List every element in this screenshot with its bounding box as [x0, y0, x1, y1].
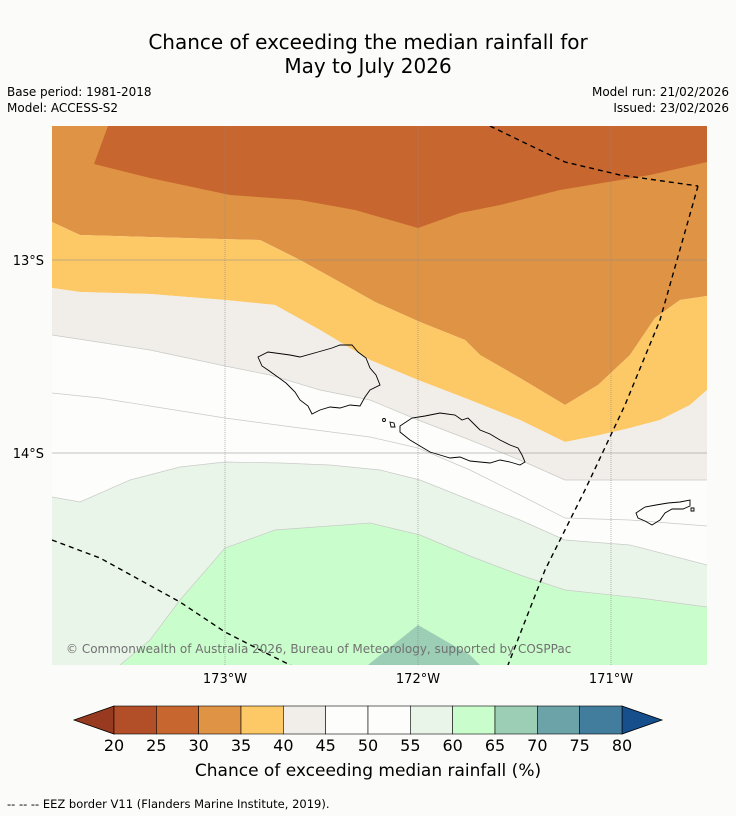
graticule [52, 126, 707, 665]
aunuu-islet [690, 507, 695, 512]
colorbar-extend-high [621, 705, 664, 735]
band-30-35 [52, 126, 707, 405]
colorbar-extend-low [72, 705, 115, 735]
colorbar-bin [283, 705, 326, 735]
copyright-notice: © Commonwealth of Australia 2026, Bureau… [66, 642, 571, 656]
lon-label-172w: 172°W [396, 672, 440, 687]
apolima-islet [382, 418, 386, 422]
upolu-island [399, 412, 526, 466]
colorbar-tick-label: 35 [231, 736, 251, 755]
axis-labels: 13°S 14°S 173°W 172°W 171°W [13, 254, 634, 687]
colorbar-bin [579, 705, 623, 735]
chart-title: Chance of exceeding the median rainfall … [0, 30, 736, 78]
colorbar-bin [452, 705, 496, 735]
model-name: Model: ACCESS-S2 [7, 101, 119, 115]
colorbar-bin [113, 705, 157, 735]
colorbar-tick-label: 50 [358, 736, 378, 755]
band-60-65 [120, 523, 707, 665]
colorbar-bin [198, 705, 242, 735]
colorbar-bin [537, 705, 580, 735]
eez-border-north [489, 126, 699, 187]
colorbar-bin [367, 705, 411, 735]
contour-line [52, 334, 707, 481]
base-period: Base period: 1981-2018 [7, 85, 152, 99]
islands [257, 344, 695, 526]
manono-islet [389, 421, 396, 428]
colorbar-tick-label: 75 [569, 736, 589, 755]
band-35-40 [52, 222, 707, 442]
meta-left: Base period: 1981-2018 Model: ACCESS-S2 [7, 84, 152, 116]
colorbar-tick-label: 20 [104, 736, 124, 755]
title-line-1: Chance of exceeding the median rainfall … [148, 30, 588, 54]
colorbar-tick-label: 65 [485, 736, 505, 755]
colorbar: 20 25 30 35 40 45 50 55 60 65 70 75 80 [72, 705, 664, 755]
eez-borders [52, 126, 699, 665]
lon-label-171w: 171°W [589, 672, 633, 687]
eez-footnote: -- -- -- EEZ border V11 (Flanders Marine… [7, 797, 330, 811]
colorbar-label: Chance of exceeding median rainfall (%) [194, 761, 542, 781]
colorbar-bin [240, 705, 284, 735]
savaii-island [257, 344, 381, 415]
colorbar-bin [156, 705, 199, 735]
colorbar-tick-label: 45 [315, 736, 335, 755]
colorbar-bin [494, 705, 538, 735]
colorbar-tick-label: 80 [612, 736, 632, 755]
model-run: Model run: 21/02/2026 [591, 85, 729, 99]
band-65-70 [368, 625, 480, 665]
contour-lines [52, 334, 707, 665]
colorbar-bin [325, 705, 369, 735]
title-line-2: May to July 2026 [284, 54, 452, 78]
contour-line [52, 461, 707, 566]
colorbar-tick-label: 60 [442, 736, 462, 755]
lat-label-14s: 14°S [13, 447, 44, 462]
contour-line [52, 392, 707, 527]
colorbar-tick-label: 55 [400, 736, 420, 755]
colorbar-tick-label: 25 [146, 736, 166, 755]
lon-label-173w: 173°W [203, 672, 247, 687]
colorbar-tick-label: 70 [527, 736, 547, 755]
issued-date: Issued: 23/02/2026 [613, 101, 729, 115]
band-25-30 [94, 126, 707, 228]
colorbar-tick-label: 40 [273, 736, 293, 755]
contour-line [119, 522, 707, 665]
meta-right: Model run: 21/02/2026 Issued: 23/02/2026 [592, 84, 729, 116]
colorbar-bin [410, 705, 453, 735]
colorbar-tick-label: 30 [188, 736, 208, 755]
tutuila-island [635, 499, 691, 526]
eez-border-southwest [52, 539, 292, 665]
lat-label-13s: 13°S [13, 254, 44, 269]
map-plot-area: © Commonwealth of Australia 2026, Bureau… [52, 126, 707, 665]
